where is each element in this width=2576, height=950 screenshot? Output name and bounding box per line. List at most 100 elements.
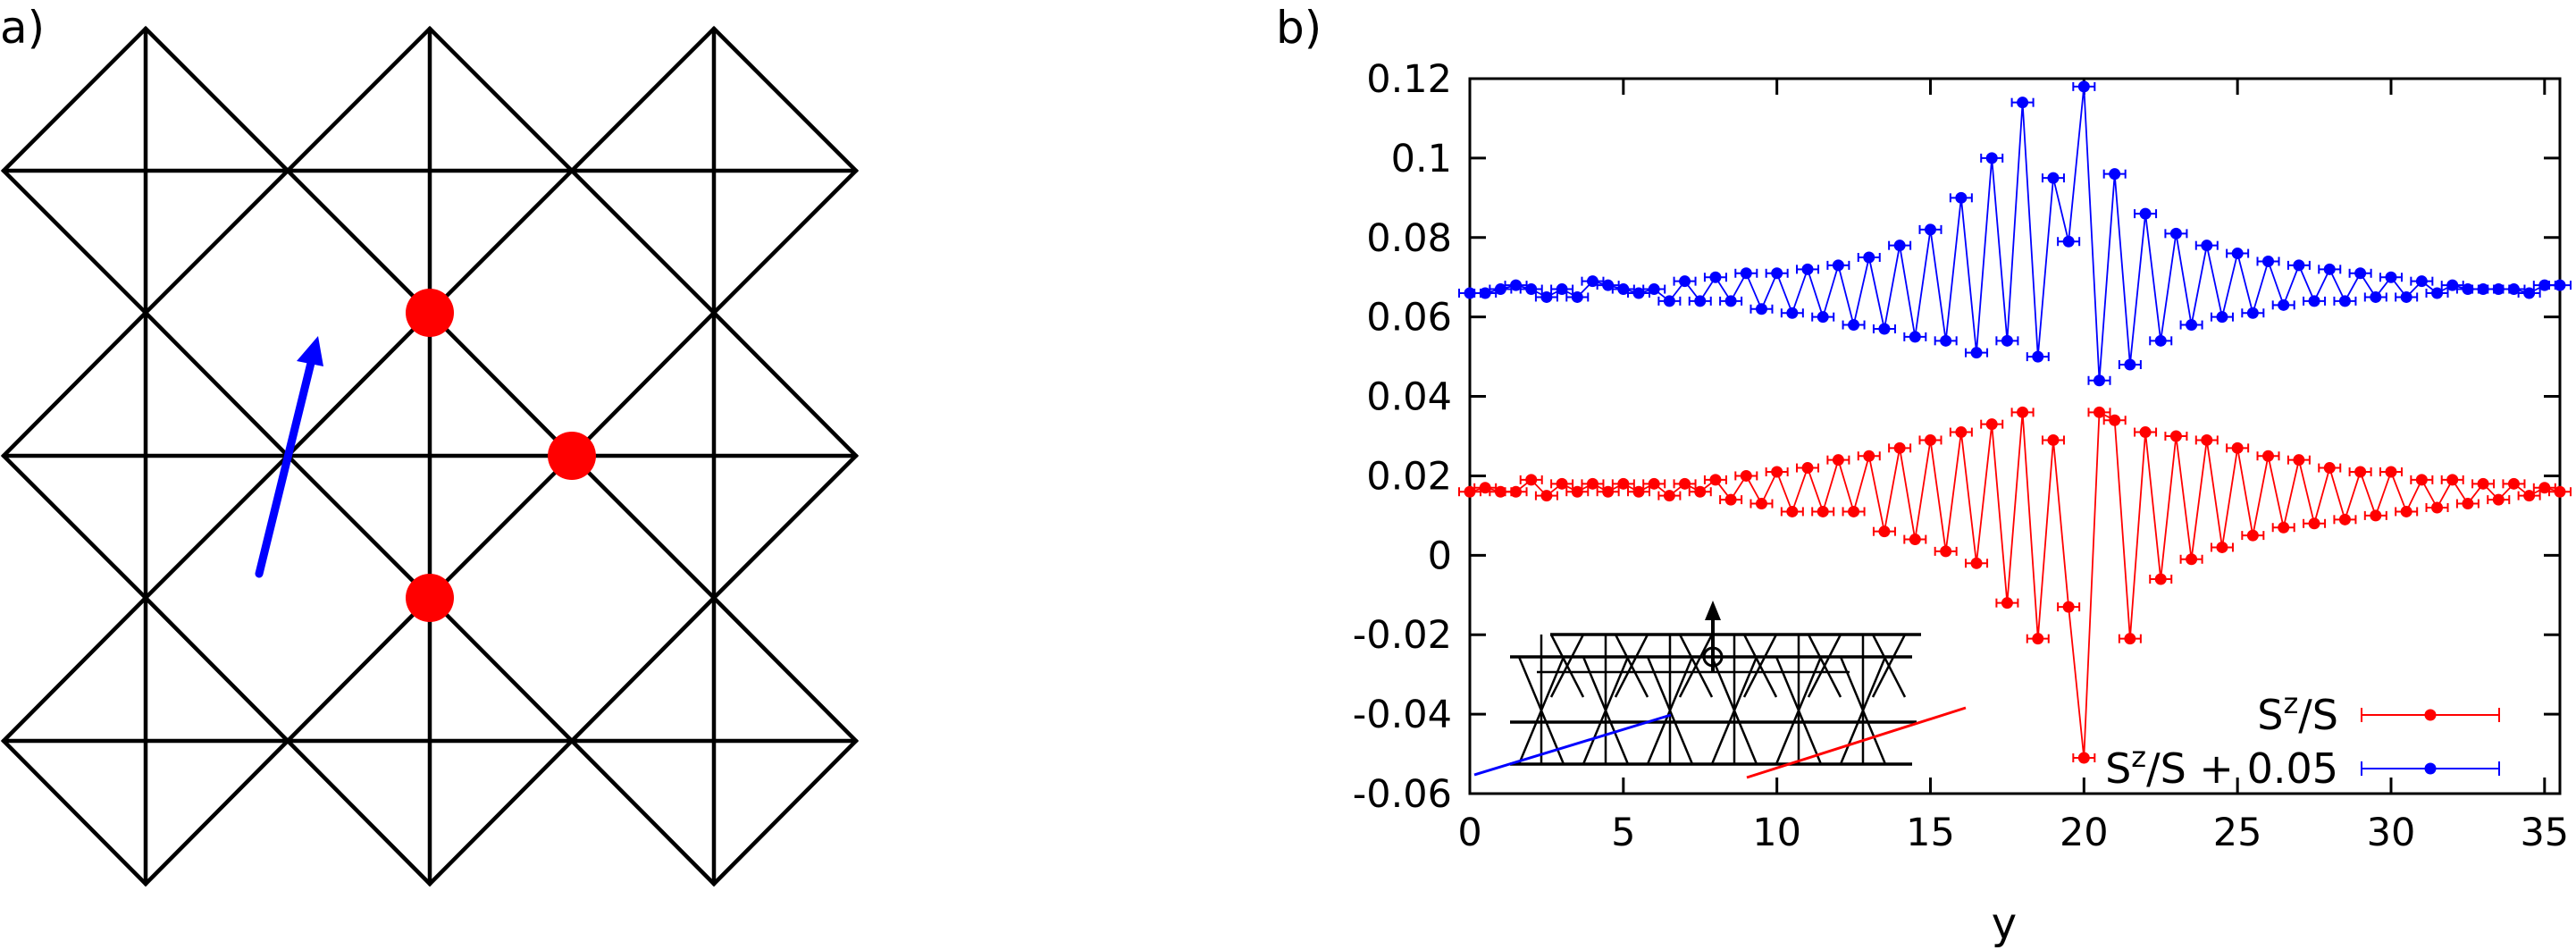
panel-a-label: a) bbox=[0, 2, 45, 54]
x-tick-label: 0 bbox=[1457, 811, 1481, 855]
data-point bbox=[1740, 469, 1752, 482]
data-point bbox=[2477, 477, 2489, 490]
data-point bbox=[2323, 462, 2336, 475]
data-point bbox=[2262, 450, 2275, 462]
data-point bbox=[1940, 545, 1952, 558]
data-point bbox=[2370, 290, 2382, 303]
data-point bbox=[2094, 374, 2106, 387]
data-point bbox=[1848, 319, 1860, 332]
y-tick-label: 0.1 bbox=[1391, 137, 1452, 181]
data-point bbox=[2139, 426, 2152, 439]
data-point bbox=[2094, 406, 2106, 418]
data-point bbox=[1709, 271, 1722, 283]
inset-red-line bbox=[1746, 706, 1967, 779]
data-point bbox=[1464, 287, 1476, 299]
data-point bbox=[1556, 477, 1568, 490]
series-sz-shifted bbox=[1458, 80, 2572, 387]
data-point bbox=[1525, 283, 1538, 296]
data-point bbox=[1863, 251, 1875, 264]
x-tick-label: 10 bbox=[1752, 811, 1801, 855]
data-point bbox=[2201, 240, 2213, 252]
data-point bbox=[2124, 358, 2136, 371]
data-point bbox=[1724, 493, 1737, 506]
panel-b-label: b) bbox=[1276, 2, 1322, 54]
inset-strut bbox=[1549, 634, 1585, 698]
plot-frame bbox=[1468, 77, 2562, 795]
data-point bbox=[2554, 485, 2566, 498]
data-point bbox=[2370, 509, 2382, 522]
data-point bbox=[2231, 441, 2244, 454]
data-point bbox=[1955, 426, 1968, 439]
data-point bbox=[1771, 466, 1783, 478]
data-point bbox=[1970, 347, 1983, 359]
y-tick-label: -0.02 bbox=[1353, 613, 1452, 658]
inset-strut bbox=[1871, 634, 1907, 698]
data-point bbox=[1970, 557, 1983, 569]
data-point bbox=[2047, 433, 2060, 446]
data-point bbox=[1786, 307, 1799, 319]
data-point bbox=[1602, 279, 1615, 291]
data-point bbox=[2231, 248, 2244, 260]
data-point bbox=[1694, 295, 1707, 307]
inset-strut bbox=[1614, 634, 1649, 698]
y-tick-label: 0.06 bbox=[1366, 296, 1452, 340]
data-point bbox=[1909, 331, 1921, 343]
sz-profile-chart: -0.06 -0.04 -0.02 0 0.02 0.04 0.06 0.08 0.1 0.12 0… bbox=[1353, 57, 2572, 949]
x-tick-label: 5 bbox=[1611, 811, 1635, 855]
data-point bbox=[2216, 541, 2228, 553]
data-point bbox=[1893, 441, 1906, 454]
spin-arrow bbox=[255, 336, 323, 578]
defect-site bbox=[406, 289, 454, 337]
data-point bbox=[1648, 477, 1660, 490]
data-point bbox=[2001, 597, 2013, 610]
data-point bbox=[2293, 454, 2305, 467]
data-point bbox=[2062, 601, 2075, 613]
x-tick-label: 30 bbox=[2367, 811, 2416, 855]
data-point bbox=[1832, 259, 1844, 272]
inset-strut bbox=[1742, 634, 1778, 698]
data-point bbox=[2293, 259, 2305, 272]
data-point bbox=[2385, 271, 2397, 283]
data-point bbox=[2538, 279, 2551, 291]
y-tick-label: 0.12 bbox=[1366, 57, 1452, 102]
x-axis-label: y bbox=[1992, 899, 2017, 949]
data-point bbox=[1709, 474, 1722, 486]
data-point bbox=[2001, 334, 2013, 347]
inset-blue-line bbox=[1473, 713, 1672, 777]
data-point bbox=[1632, 485, 1645, 498]
data-point bbox=[1494, 485, 1506, 498]
data-point bbox=[1771, 267, 1783, 280]
data-point bbox=[2278, 521, 2290, 534]
data-point bbox=[2431, 287, 2444, 299]
data-point bbox=[1494, 283, 1506, 296]
data-point bbox=[2017, 406, 2029, 418]
data-point bbox=[1464, 485, 1476, 498]
data-point bbox=[1893, 240, 1906, 252]
data-point bbox=[2308, 517, 2320, 530]
data-point bbox=[2124, 633, 2136, 645]
data-point bbox=[2400, 505, 2412, 517]
data-point bbox=[1679, 275, 1691, 288]
data-point bbox=[1832, 454, 1844, 467]
data-point bbox=[1878, 323, 1891, 335]
legend-swatch-marker bbox=[2424, 709, 2437, 721]
data-point bbox=[1755, 498, 1767, 510]
data-point bbox=[1510, 279, 1523, 291]
data-point bbox=[2415, 275, 2428, 288]
data-point bbox=[1817, 505, 1829, 517]
lattice-tetrahedron bbox=[0, 594, 291, 887]
data-point bbox=[1801, 462, 1814, 475]
data-point bbox=[1817, 311, 1829, 324]
data-point bbox=[2385, 466, 2397, 478]
data-point bbox=[2032, 350, 2044, 363]
data-point bbox=[2323, 263, 2336, 275]
data-point bbox=[2308, 295, 2320, 307]
data-point bbox=[1924, 223, 1936, 236]
y-tick-label: 0.04 bbox=[1366, 375, 1452, 420]
data-point bbox=[2446, 474, 2459, 486]
data-point bbox=[1985, 152, 1998, 164]
data-point bbox=[1863, 450, 1875, 462]
data-point bbox=[1940, 334, 1952, 347]
data-point bbox=[1617, 477, 1630, 490]
data-point bbox=[2278, 298, 2290, 311]
